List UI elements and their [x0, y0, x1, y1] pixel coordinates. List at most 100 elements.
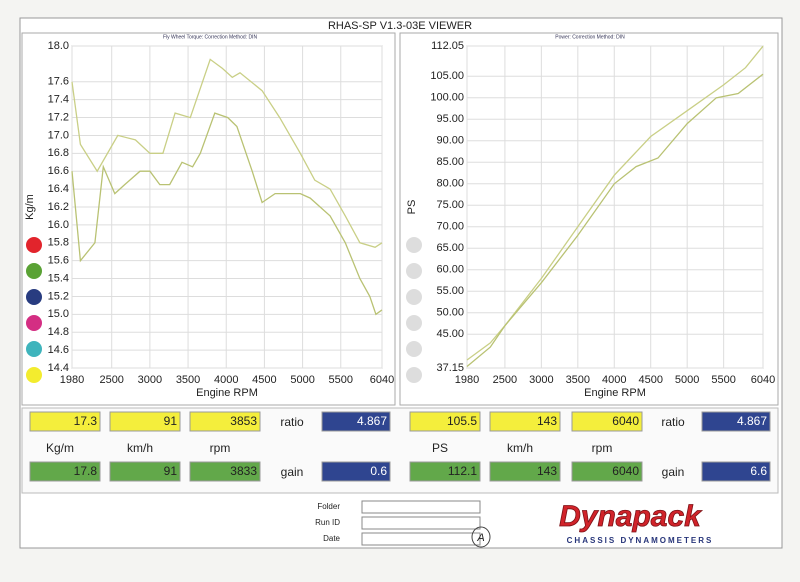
y-tick-label: 105.00 — [430, 70, 464, 82]
y-tick-label: 16.8 — [48, 147, 69, 159]
ratio-value: 4.867 — [357, 414, 387, 428]
y-tick-label: 18.0 — [48, 40, 69, 52]
x-tick-label: 3000 — [529, 374, 553, 386]
y-tick-label: 70.00 — [436, 221, 464, 233]
x-axis-label: Engine RPM — [584, 387, 646, 399]
readout-value: 143 — [537, 464, 557, 478]
x-tick-label: 6040 — [370, 374, 394, 386]
gain-box — [701, 461, 771, 482]
y-tick-label: 15.0 — [48, 308, 69, 320]
x-tick-label: 4000 — [602, 374, 626, 386]
chart-subtitle: Power: Correction Method: DIN — [555, 34, 625, 40]
dot — [26, 263, 42, 279]
y-tick-label: 16.0 — [48, 219, 69, 231]
title: RHAS-SP V1.3-03E VIEWER — [328, 20, 472, 32]
series-line — [466, 45, 764, 361]
x-tick-label: 5000 — [290, 374, 314, 386]
readout-unit: km/h — [127, 441, 153, 455]
y-tick-label: 90.00 — [436, 135, 464, 147]
series-line — [71, 58, 383, 249]
readout-box — [571, 411, 643, 432]
readout-box — [409, 411, 481, 432]
gain-label: gain — [662, 465, 685, 479]
dot — [406, 263, 422, 279]
field-label: Run ID — [315, 518, 340, 527]
readout-box — [29, 461, 101, 482]
ratio-value: 4.867 — [737, 414, 767, 428]
series-line — [466, 73, 764, 367]
brand: Dynapack — [559, 500, 702, 533]
y-tick-label: 55.00 — [436, 285, 464, 297]
series-line — [71, 112, 383, 316]
readout-value: 17.3 — [74, 414, 98, 428]
handwritten-mark: A — [476, 532, 484, 544]
gain-box — [321, 461, 391, 482]
readout-value: 17.8 — [74, 464, 98, 478]
ratio-label: ratio — [280, 415, 304, 429]
field-box — [361, 532, 481, 546]
x-tick-label: 2500 — [493, 374, 517, 386]
y-tick-label: 17.6 — [48, 76, 69, 88]
readout-box — [109, 461, 181, 482]
readout-box — [571, 461, 643, 482]
readout-unit: rpm — [592, 441, 613, 455]
y-tick-label: 37.15 — [436, 362, 464, 374]
x-tick-label: 1980 — [455, 374, 479, 386]
y-tick-label: 60.00 — [436, 264, 464, 276]
dot — [26, 315, 42, 331]
readout-value: 105.5 — [447, 414, 477, 428]
gray-dots — [406, 237, 422, 383]
x-tick-label: 2500 — [99, 374, 123, 386]
y-axis-label: Kg/m — [24, 194, 36, 220]
x-tick-label: 5500 — [329, 374, 353, 386]
readout-box — [489, 461, 561, 482]
dot — [26, 367, 42, 383]
y-tick-label: 14.8 — [48, 326, 69, 338]
field-label: Date — [323, 534, 340, 543]
gain-value: 0.6 — [370, 464, 387, 478]
field-box — [361, 516, 481, 530]
dot — [406, 341, 422, 357]
y-tick-label: 50.00 — [436, 307, 464, 319]
readout-box — [409, 461, 481, 482]
dot — [26, 237, 42, 253]
gain-label: gain — [281, 465, 304, 479]
x-tick-label: 4500 — [252, 374, 276, 386]
readout-value: 6040 — [612, 414, 639, 428]
readout-box — [189, 411, 261, 432]
x-tick-label: 4000 — [214, 374, 238, 386]
ratio-box — [701, 411, 771, 432]
y-tick-label: 15.4 — [48, 272, 69, 284]
y-tick-label: 112.05 — [431, 40, 464, 52]
dot — [406, 237, 422, 253]
dot — [406, 367, 422, 383]
chart-subtitle: Fly Wheel Torque: Correction Method: DIN — [163, 34, 258, 40]
y-tick-label: 17.2 — [48, 111, 69, 123]
x-tick-label: 1980 — [60, 374, 84, 386]
ratio-box — [321, 411, 391, 432]
readout-value: 6040 — [612, 464, 639, 478]
right-panel — [399, 32, 779, 406]
x-tick-label: 5000 — [675, 374, 699, 386]
x-tick-label: 5500 — [711, 374, 735, 386]
mark-circle — [471, 526, 491, 548]
ratio-label: ratio — [661, 415, 685, 429]
y-tick-label: 65.00 — [436, 242, 464, 254]
readout-box — [29, 411, 101, 432]
readout-value: 91 — [164, 414, 178, 428]
y-tick-label: 16.4 — [48, 183, 69, 195]
y-tick-label: 85.00 — [436, 156, 464, 168]
dot — [406, 315, 422, 331]
y-tick-label: 80.00 — [436, 178, 464, 190]
y-tick-label: 95.00 — [436, 113, 464, 125]
y-tick-label: 15.8 — [48, 237, 69, 249]
plot-area — [466, 45, 764, 369]
dot — [26, 341, 42, 357]
y-tick-label: 17.4 — [48, 94, 69, 106]
brand-sub: CHASSIS DYNAMOMETERS — [567, 536, 714, 545]
y-tick-label: 75.00 — [436, 199, 464, 211]
readout-value: 112.1 — [448, 464, 477, 478]
readout-unit: Kg/m — [46, 441, 74, 455]
readout-box — [189, 461, 261, 482]
readout-unit: km/h — [507, 441, 533, 455]
